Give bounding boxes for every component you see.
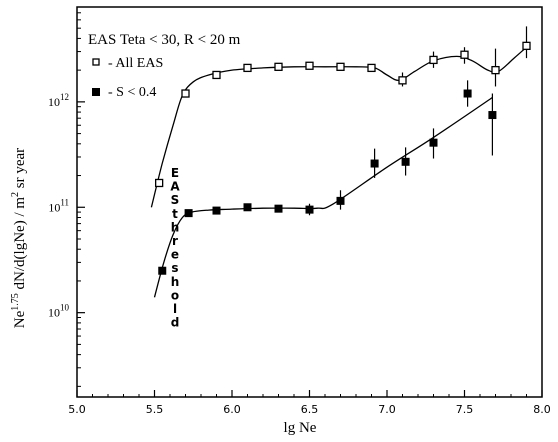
annotation-letter: e xyxy=(171,248,179,262)
x-tick-label: 7.0 xyxy=(378,403,396,416)
data-point-s-lt-04 xyxy=(274,204,283,213)
ticks: 5.0 5.5 6.0 6.5 7.0 7.5 8.0 1010 1011 1012 xyxy=(48,12,551,416)
x-tick-label: 5.0 xyxy=(68,403,86,416)
y-axis-label: Ne1.75 dN/d(lgNe) / m2 sr year xyxy=(10,148,28,328)
data-point-s-lt-04 xyxy=(463,89,472,98)
annotation-letter: E xyxy=(171,166,179,180)
data-point-all-eas xyxy=(522,41,531,50)
legend-label-s-lt-04: - S < 0.4 xyxy=(108,85,156,100)
annotation-letter: A xyxy=(170,180,180,194)
data-point-all-eas xyxy=(398,76,407,85)
y-tick-label: 1011 xyxy=(48,197,69,214)
data-point-s-lt-04 xyxy=(401,157,410,166)
data-point-all-eas xyxy=(491,65,500,75)
data-point-s-lt-04 xyxy=(336,196,345,205)
fit-curves xyxy=(150,46,527,298)
data-point-s-lt-04 xyxy=(243,203,252,212)
data-point-s-lt-04 xyxy=(184,209,193,218)
annotation-letter: r xyxy=(172,234,178,248)
annotation-letter: o xyxy=(171,288,179,302)
annotation-letter: l xyxy=(173,302,177,316)
x-tick-label: 8.0 xyxy=(533,403,551,416)
data-point-all-eas xyxy=(243,63,252,73)
legend-title: EAS Teta < 30, R < 20 m xyxy=(88,32,241,48)
legend: EAS Teta < 30, R < 20 m - All EAS - S < … xyxy=(88,32,241,100)
legend-marker-s-lt-04 xyxy=(92,88,100,96)
annotation-letter: d xyxy=(171,316,180,330)
data-point-s-lt-04 xyxy=(212,206,221,215)
fit-curve-s-lt-04 xyxy=(153,96,493,298)
legend-label-all-eas: - All EAS xyxy=(108,56,163,71)
data-point-s-lt-04 xyxy=(370,159,379,168)
data-point-all-eas xyxy=(367,63,376,73)
y-tick-label: 1012 xyxy=(48,92,69,109)
x-tick-label: 7.5 xyxy=(456,403,474,416)
x-tick-label: 5.5 xyxy=(146,403,164,416)
x-tick-label: 6.0 xyxy=(223,403,241,416)
data-point-all-eas xyxy=(460,50,469,59)
data-point-s-lt-04 xyxy=(158,266,167,275)
data-point-all-eas xyxy=(305,61,314,70)
annotation-letter: h xyxy=(171,275,180,289)
data-points xyxy=(154,26,531,275)
legend-marker-all-eas xyxy=(92,58,100,66)
annotation-letter: S xyxy=(171,193,180,207)
fit-curve-all-eas xyxy=(150,46,527,208)
data-point-s-lt-04 xyxy=(429,138,438,147)
data-point-s-lt-04 xyxy=(488,111,497,120)
data-point-all-eas xyxy=(429,55,438,65)
data-point-all-eas xyxy=(154,178,164,188)
data-point-all-eas xyxy=(336,62,345,71)
data-point-all-eas xyxy=(181,89,190,98)
x-axis-label: lg Ne xyxy=(284,420,317,436)
x-tick-label: 6.5 xyxy=(301,403,319,416)
annotation-letter: t xyxy=(172,207,178,221)
data-point-all-eas xyxy=(274,62,283,71)
y-tick-label: 1010 xyxy=(48,303,70,320)
data-point-all-eas xyxy=(212,70,221,80)
annotation-letter: h xyxy=(171,220,180,234)
annotation-letter: s xyxy=(171,261,178,275)
data-point-s-lt-04 xyxy=(305,205,314,214)
